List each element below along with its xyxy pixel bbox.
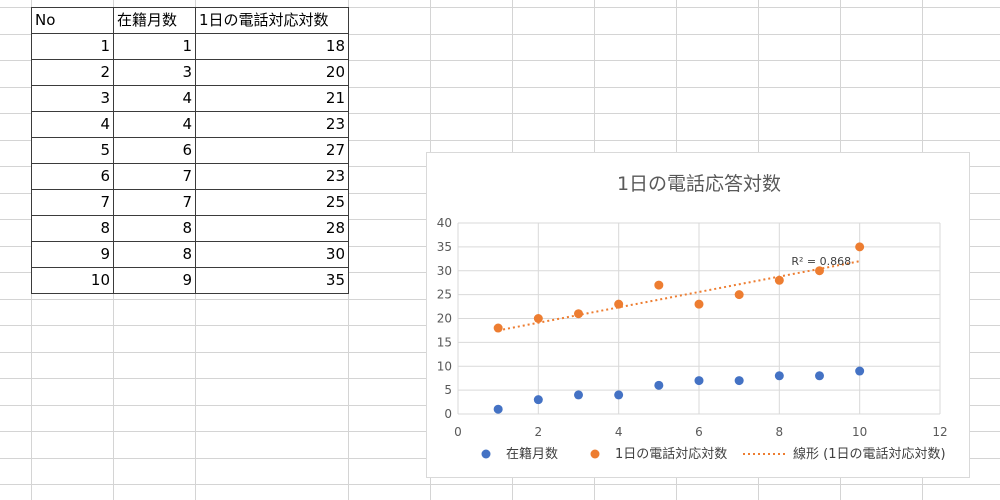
data-table: No 在籍月数 1日の電話対応対数 1 1 18 2 3 20 3 4 21 4 4 23 5 6 27 6 7 23 7… [31, 7, 349, 294]
point-daily-calls[interactable] [855, 242, 865, 252]
x-tick-label: 4 [615, 425, 623, 439]
legend-item-trendline[interactable]: 線形 (1日の電話対応対数) [743, 446, 946, 462]
y-tick-label: 20 [437, 312, 452, 326]
x-tick-label: 12 [932, 425, 947, 439]
chart-gridlines [457, 222, 941, 415]
table-cell[interactable]: 2 [31, 59, 114, 86]
y-tick-label: 25 [437, 288, 452, 302]
r-squared-label: R² = 0.868 [791, 255, 851, 268]
table-row: 10 9 35 [31, 267, 349, 294]
table-cell[interactable]: 28 [195, 215, 349, 242]
legend-label: 1日の電話対応対数 [615, 446, 727, 462]
point-months-enrolled[interactable] [694, 376, 704, 386]
chart-legend: 在籍月数 1日の電話対応対数 線形 (1日の電話対応対数) [481, 446, 946, 462]
table-cell[interactable]: 1 [113, 33, 196, 60]
data-points [493, 242, 865, 414]
table-cell[interactable]: 35 [195, 267, 349, 294]
point-daily-calls[interactable] [734, 290, 744, 300]
table-cell[interactable]: 6 [113, 137, 196, 164]
x-tick-label: 10 [852, 425, 867, 439]
table-cell[interactable]: 4 [31, 111, 114, 138]
table-row: 4 4 23 [31, 111, 349, 138]
y-tick-label: 40 [437, 216, 452, 230]
point-months-enrolled[interactable] [815, 371, 824, 381]
point-daily-calls[interactable] [694, 299, 704, 309]
scatter-chart[interactable]: 1日の電話応答対数 0 5 10 15 20 25 30 35 40 0 2 4 6 8 10 12 R² =… [426, 152, 970, 478]
point-daily-calls[interactable] [533, 314, 543, 323]
legend-label: 線形 (1日の電話対応対数) [793, 446, 946, 462]
chart-canvas: 1日の電話応答対数 0 5 10 15 20 25 30 35 40 0 2 4 6 8 10 12 R² =… [437, 173, 948, 462]
table-header-cell[interactable]: No [31, 7, 114, 34]
table-cell[interactable]: 30 [195, 241, 349, 268]
point-months-enrolled[interactable] [855, 366, 865, 376]
table-cell[interactable]: 9 [113, 267, 196, 294]
point-daily-calls[interactable] [654, 280, 664, 290]
table-row: 9 8 30 [31, 241, 349, 268]
table-cell[interactable]: 6 [31, 163, 114, 190]
table-row: 8 8 28 [31, 215, 349, 242]
point-months-enrolled[interactable] [493, 404, 503, 414]
table-cell[interactable]: 3 [31, 85, 114, 112]
table-row: 2 3 20 [31, 59, 349, 86]
x-tick-label: 0 [454, 425, 462, 439]
table-cell[interactable]: 27 [195, 137, 349, 164]
table-row: 5 6 27 [31, 137, 349, 164]
table-cell[interactable]: 20 [195, 59, 349, 86]
trendline: R² = 0.868 [497, 255, 860, 332]
point-months-enrolled[interactable] [614, 390, 624, 400]
trendline-line [497, 260, 860, 332]
point-daily-calls[interactable] [493, 323, 503, 333]
y-tick-label: 30 [437, 264, 452, 278]
table-row: 1 1 18 [31, 33, 349, 60]
table-cell[interactable]: 4 [113, 111, 196, 138]
axis-tick-labels: 0 5 10 15 20 25 30 35 40 0 2 4 6 8 10 12 [437, 216, 948, 439]
table-cell[interactable]: 7 [31, 189, 114, 216]
legend-marker [590, 449, 600, 459]
legend-label: 在籍月数 [506, 446, 558, 462]
chart-title: 1日の電話応答対数 [617, 173, 781, 195]
x-tick-label: 6 [695, 425, 703, 439]
table-cell[interactable]: 4 [113, 85, 196, 112]
point-daily-calls[interactable] [774, 275, 784, 285]
legend-item-daily-calls[interactable]: 1日の電話対応対数 [590, 446, 728, 462]
table-cell[interactable]: 25 [195, 189, 349, 216]
table-cell[interactable]: 8 [113, 241, 196, 268]
table-cell[interactable]: 7 [113, 163, 196, 190]
table-header-cell[interactable]: 1日の電話対応対数 [195, 7, 349, 34]
x-tick-label: 2 [535, 425, 543, 439]
point-daily-calls[interactable] [574, 309, 583, 319]
point-months-enrolled[interactable] [774, 371, 784, 381]
point-months-enrolled[interactable] [734, 376, 744, 386]
table-cell[interactable]: 9 [31, 241, 114, 268]
table-cell[interactable]: 5 [31, 137, 114, 164]
y-tick-label: 5 [444, 383, 452, 397]
point-daily-calls[interactable] [815, 266, 824, 276]
table-cell[interactable]: 1 [31, 33, 114, 60]
table-row: 3 4 21 [31, 85, 349, 112]
x-tick-label: 8 [776, 425, 784, 439]
point-daily-calls[interactable] [614, 299, 624, 309]
point-months-enrolled[interactable] [533, 395, 543, 405]
point-months-enrolled[interactable] [574, 390, 583, 400]
table-row: 6 7 23 [31, 163, 349, 190]
table-cell[interactable]: 21 [195, 85, 349, 112]
table-cell[interactable]: 7 [113, 189, 196, 216]
table-cell[interactable]: 8 [31, 215, 114, 242]
table-header-cell[interactable]: 在籍月数 [113, 7, 196, 34]
table-cell[interactable]: 10 [31, 267, 114, 294]
point-months-enrolled[interactable] [654, 380, 664, 390]
y-tick-label: 0 [444, 407, 452, 421]
table-row: 7 7 25 [31, 189, 349, 216]
table-cell[interactable]: 3 [113, 59, 196, 86]
legend-item-months-enrolled[interactable]: 在籍月数 [481, 446, 559, 462]
table-cell[interactable]: 23 [195, 163, 349, 190]
table-cell[interactable]: 18 [195, 33, 349, 60]
legend-marker [481, 449, 491, 459]
table-cell[interactable]: 23 [195, 111, 349, 138]
y-tick-label: 10 [437, 359, 452, 373]
y-tick-label: 15 [437, 335, 452, 349]
table-cell[interactable]: 8 [113, 215, 196, 242]
y-tick-label: 35 [437, 240, 452, 254]
table-header-row: No 在籍月数 1日の電話対応対数 [31, 7, 349, 34]
